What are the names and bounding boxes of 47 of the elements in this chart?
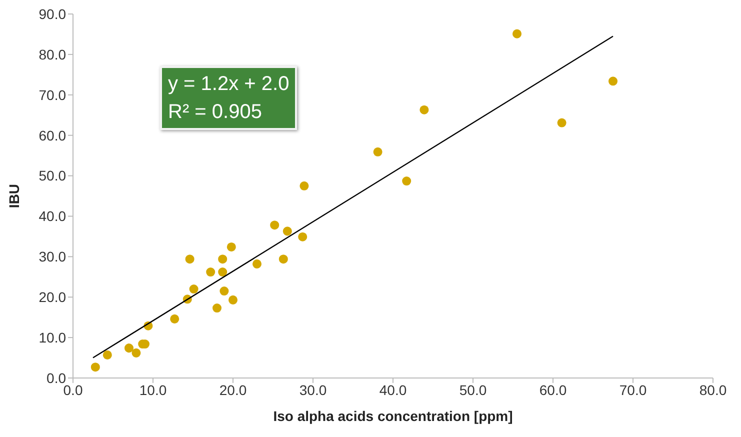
y-axis-title: IBU [6,184,22,208]
point [402,176,412,186]
y-tick-label: 50.0 [38,168,66,184]
point [557,118,566,128]
x-tick-label: 40.0 [379,382,407,398]
x-axis-title: Iso alpha acids concentration [ppm] [273,408,513,424]
y-tick-label: 70.0 [38,86,66,103]
point [206,268,216,277]
point [132,348,141,358]
annotation: R² = 0.905 [168,100,263,125]
y-tick-label: 80.0 [38,46,66,62]
point [124,344,134,353]
point [218,268,228,277]
point [278,254,288,264]
point [185,254,194,264]
point [373,147,382,156]
annotation: y = 1.2x + 2.0 [168,72,290,97]
x-tick-label: 60.0 [539,382,567,398]
y-tick-label: 90.0 [38,6,66,22]
y-tick-label: 40.0 [38,208,66,224]
y-tick-label: 30.0 [38,248,66,265]
x-tick-label: 70.0 [619,382,647,398]
point [220,286,229,296]
point [170,314,180,324]
point [252,259,262,268]
y-tick-label: 10.0 [38,330,66,346]
point [226,242,236,252]
point [270,220,280,230]
point [282,226,292,236]
point [512,29,522,38]
point [300,181,309,190]
point [228,295,238,304]
point [102,350,112,360]
point [90,362,100,372]
point [212,304,222,313]
y-tick-label: 60.0 [38,127,66,144]
point [218,254,228,264]
point [420,105,429,114]
x-tick-label: 10.0 [139,382,167,398]
x-tick-label: 50.0 [459,382,487,398]
point [189,284,198,294]
point [608,76,618,86]
x-tick-label: 20.0 [219,382,247,398]
x-tick-label: 80.0 [699,382,727,398]
x-tick-label: 30.0 [299,382,327,398]
y-tick-label: 20.0 [38,289,66,306]
point [298,232,308,242]
